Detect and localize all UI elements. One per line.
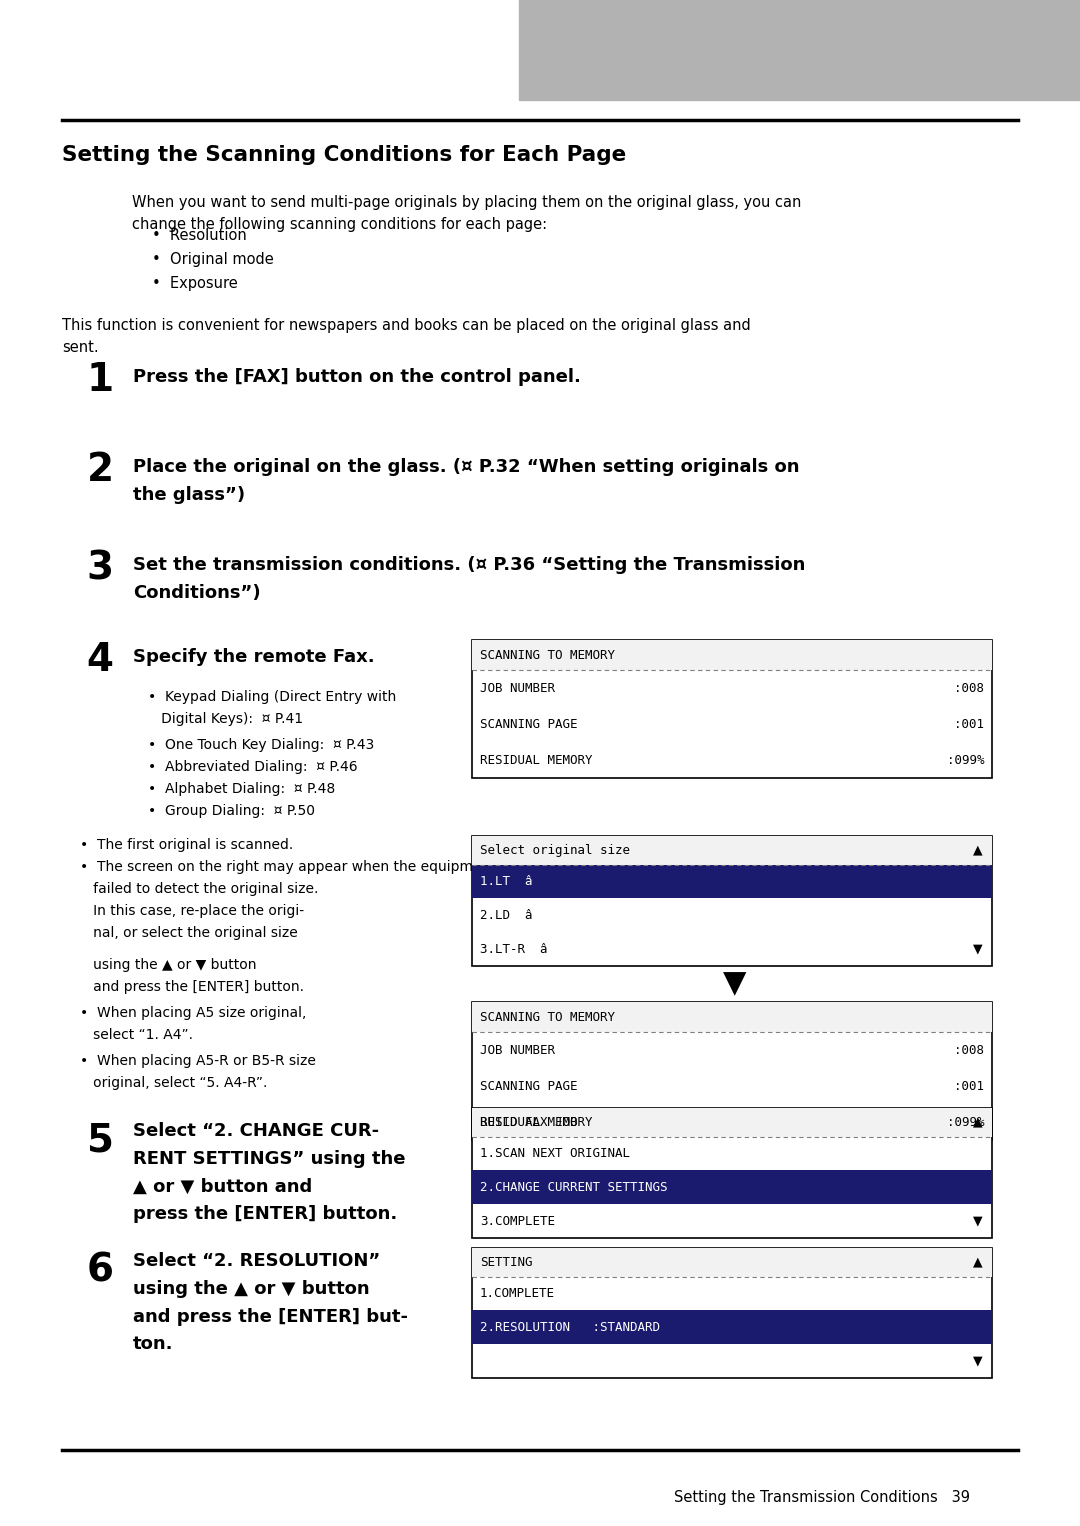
Text: •  The first original is scanned.: • The first original is scanned. bbox=[80, 838, 294, 852]
Text: sent.: sent. bbox=[62, 340, 98, 356]
Text: RESIDUAL MEMORY: RESIDUAL MEMORY bbox=[480, 1116, 593, 1129]
Text: change the following scanning conditions for each page:: change the following scanning conditions… bbox=[132, 217, 548, 232]
Text: :099%: :099% bbox=[946, 754, 984, 766]
Text: 3.COMPLETE: 3.COMPLETE bbox=[480, 1215, 555, 1227]
Bar bbox=[472, 1108, 993, 1137]
Bar bbox=[472, 639, 993, 670]
Text: 4: 4 bbox=[86, 641, 113, 679]
Text: BUILD FAX JOB: BUILD FAX JOB bbox=[480, 1116, 578, 1129]
Text: Set the transmission conditions. (¤ P.36 “Setting the Transmission
Conditions”): Set the transmission conditions. (¤ P.36… bbox=[133, 555, 806, 601]
Text: 1.LT  â: 1.LT â bbox=[480, 874, 532, 888]
Text: JOB NUMBER: JOB NUMBER bbox=[480, 682, 555, 694]
Text: ▲: ▲ bbox=[973, 1116, 983, 1129]
Text: •  Resolution: • Resolution bbox=[152, 227, 246, 243]
Text: •  Keypad Dialing (Direct Entry with: • Keypad Dialing (Direct Entry with bbox=[148, 690, 396, 703]
Bar bbox=[472, 836, 993, 966]
Text: 2.RESOLUTION   :STANDARD: 2.RESOLUTION :STANDARD bbox=[480, 1322, 660, 1334]
Text: Select “2. RESOLUTION”
using the ▲ or ▼ button
and press the [ENTER] but-
ton.: Select “2. RESOLUTION” using the ▲ or ▼ … bbox=[133, 1251, 408, 1354]
Text: •  One Touch Key Dialing:  ¤ P.43: • One Touch Key Dialing: ¤ P.43 bbox=[148, 739, 375, 752]
Text: 1: 1 bbox=[86, 362, 113, 398]
Text: Select original size: Select original size bbox=[480, 844, 630, 856]
Text: using the ▲ or ▼ button: using the ▲ or ▼ button bbox=[80, 958, 257, 972]
Bar bbox=[472, 1248, 993, 1378]
Text: Place the original on the glass. (¤ P.32 “When setting originals on
the glass”): Place the original on the glass. (¤ P.32… bbox=[133, 458, 799, 504]
Text: 2: 2 bbox=[86, 452, 113, 488]
Text: •  Exposure: • Exposure bbox=[152, 276, 238, 291]
Bar bbox=[472, 1108, 993, 1238]
Text: •  When placing A5 size original,: • When placing A5 size original, bbox=[80, 1006, 307, 1019]
Text: 2.LD  â: 2.LD â bbox=[480, 909, 532, 922]
Text: ▼: ▼ bbox=[973, 943, 983, 955]
Text: 1.COMPLETE: 1.COMPLETE bbox=[480, 1286, 555, 1300]
Text: Setting the Scanning Conditions for Each Page: Setting the Scanning Conditions for Each… bbox=[62, 145, 626, 165]
Text: ▼: ▼ bbox=[973, 1215, 983, 1227]
Text: •  The screen on the right may appear when the equipment has: • The screen on the right may appear whe… bbox=[80, 861, 525, 874]
Text: original, select “5. A4-R”.: original, select “5. A4-R”. bbox=[80, 1076, 268, 1090]
Text: 2.CHANGE CURRENT SETTINGS: 2.CHANGE CURRENT SETTINGS bbox=[480, 1181, 667, 1193]
Text: 5: 5 bbox=[86, 1122, 113, 1160]
Text: RESIDUAL MEMORY: RESIDUAL MEMORY bbox=[480, 754, 593, 766]
Text: :099%: :099% bbox=[946, 1116, 984, 1129]
Text: 3.LT-R  â: 3.LT-R â bbox=[480, 943, 548, 955]
Text: :008: :008 bbox=[954, 1044, 984, 1058]
Bar bbox=[472, 1248, 993, 1277]
Text: :001: :001 bbox=[954, 1080, 984, 1093]
Text: This function is convenient for newspapers and books can be placed on the origin: This function is convenient for newspape… bbox=[62, 317, 751, 333]
Text: 6: 6 bbox=[86, 1251, 113, 1289]
Text: :001: :001 bbox=[954, 717, 984, 731]
Text: 1.SCAN NEXT ORIGINAL: 1.SCAN NEXT ORIGINAL bbox=[480, 1148, 630, 1160]
Text: SCANNING PAGE: SCANNING PAGE bbox=[480, 717, 578, 731]
Text: •  Original mode: • Original mode bbox=[152, 252, 273, 267]
Text: SCANNING TO MEMORY: SCANNING TO MEMORY bbox=[480, 1010, 615, 1024]
Bar bbox=[472, 865, 993, 899]
Text: In this case, re-place the origi-: In this case, re-place the origi- bbox=[80, 903, 305, 919]
Bar bbox=[472, 1003, 993, 1033]
Bar bbox=[472, 836, 993, 865]
Text: •  Alphabet Dialing:  ¤ P.48: • Alphabet Dialing: ¤ P.48 bbox=[148, 781, 335, 797]
Text: JOB NUMBER: JOB NUMBER bbox=[480, 1044, 555, 1058]
Text: 3: 3 bbox=[86, 549, 113, 588]
Text: ▼: ▼ bbox=[724, 969, 746, 998]
Bar bbox=[472, 1003, 993, 1140]
Text: :008: :008 bbox=[954, 682, 984, 694]
Text: ▼: ▼ bbox=[973, 1355, 983, 1367]
Text: Digital Keys):  ¤ P.41: Digital Keys): ¤ P.41 bbox=[148, 713, 303, 726]
Text: SCANNING TO MEMORY: SCANNING TO MEMORY bbox=[480, 649, 615, 662]
Text: SCANNING PAGE: SCANNING PAGE bbox=[480, 1080, 578, 1093]
Text: When you want to send multi-page originals by placing them on the original glass: When you want to send multi-page origina… bbox=[132, 195, 801, 211]
Text: •  Abbreviated Dialing:  ¤ P.46: • Abbreviated Dialing: ¤ P.46 bbox=[148, 760, 357, 774]
Text: Select “2. CHANGE CUR-
RENT SETTINGS” using the
▲ or ▼ button and
press the [ENT: Select “2. CHANGE CUR- RENT SETTINGS” us… bbox=[133, 1122, 405, 1224]
Text: •  When placing A5-R or B5-R size: • When placing A5-R or B5-R size bbox=[80, 1054, 315, 1068]
Text: Specify the remote Fax.: Specify the remote Fax. bbox=[133, 649, 375, 665]
Text: Press the [FAX] button on the control panel.: Press the [FAX] button on the control pa… bbox=[133, 368, 581, 386]
Text: Setting the Transmission Conditions   39: Setting the Transmission Conditions 39 bbox=[674, 1489, 970, 1505]
Text: ▲: ▲ bbox=[973, 1256, 983, 1268]
Bar bbox=[472, 639, 993, 778]
Text: and press the [ENTER] button.: and press the [ENTER] button. bbox=[80, 980, 303, 993]
Bar bbox=[472, 1170, 993, 1204]
Text: failed to detect the original size.: failed to detect the original size. bbox=[80, 882, 319, 896]
Text: select “1. A4”.: select “1. A4”. bbox=[80, 1029, 193, 1042]
Bar bbox=[472, 1311, 993, 1344]
Text: •  Group Dialing:  ¤ P.50: • Group Dialing: ¤ P.50 bbox=[148, 804, 315, 818]
Text: SETTING: SETTING bbox=[480, 1256, 532, 1268]
Bar bbox=[519, 0, 1080, 101]
Text: ▲: ▲ bbox=[973, 844, 983, 856]
Text: nal, or select the original size: nal, or select the original size bbox=[80, 926, 298, 940]
